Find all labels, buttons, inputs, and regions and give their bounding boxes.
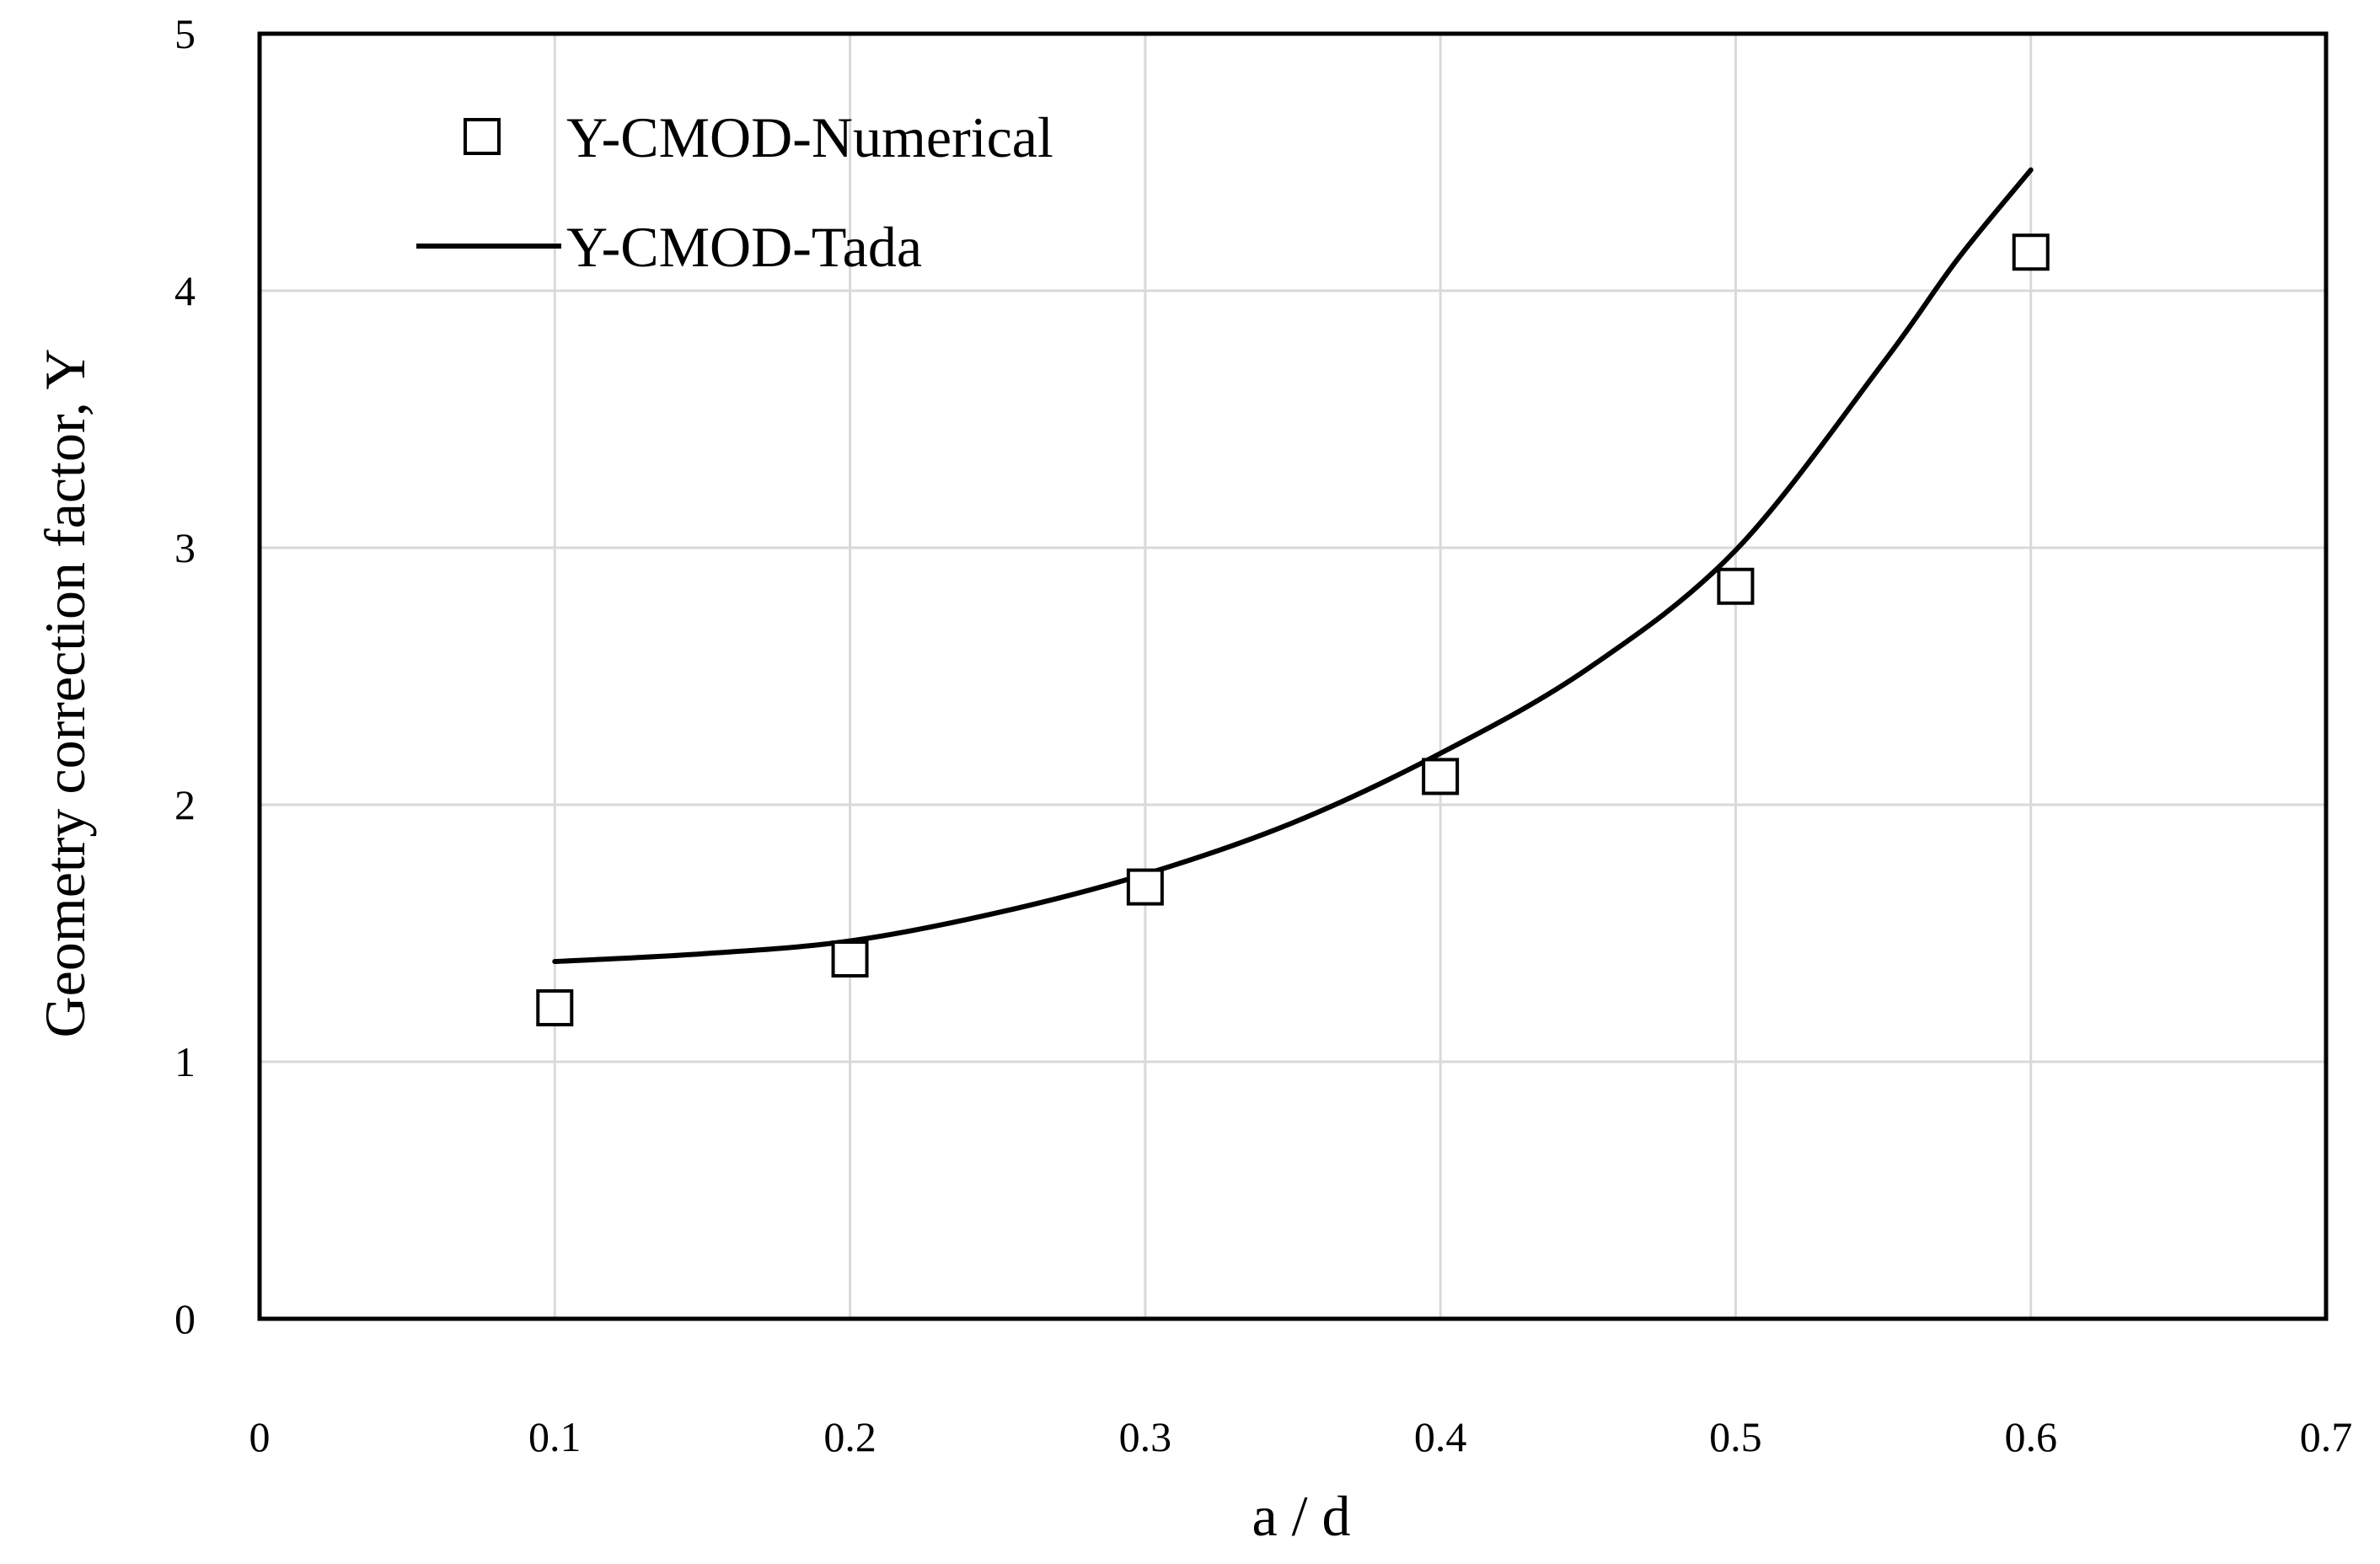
series-layer — [536, 167, 2050, 1026]
plot-frame — [257, 31, 2329, 1321]
data-point-y-cmod-numerical — [1422, 758, 1460, 795]
legend-label-numerical: Y-CMOD-Numerical — [566, 105, 1053, 169]
x-tick-label: 0.5 — [1709, 1413, 1762, 1460]
x-tick-label: 0 — [249, 1413, 271, 1460]
y-tick-label: 1 — [174, 1038, 196, 1085]
axis-titles: a / d Geometry correction factor, Y — [33, 349, 1351, 1548]
data-point-y-cmod-numerical — [831, 940, 869, 978]
y-tick-label: 0 — [174, 1295, 196, 1342]
x-tick-label: 0.7 — [2300, 1413, 2353, 1460]
x-tick-label: 0.2 — [823, 1413, 876, 1460]
x-tick-label: 0.6 — [2004, 1413, 2057, 1460]
y-tick-label: 5 — [174, 10, 196, 57]
grid — [260, 34, 2326, 1319]
x-tick-label: 0.1 — [528, 1413, 582, 1460]
x-axis-title: a / d — [1252, 1484, 1350, 1548]
x-tick-label: 0.3 — [1119, 1413, 1172, 1460]
data-point-y-cmod-numerical — [536, 988, 574, 1026]
legend-marker-numerical — [464, 118, 501, 155]
plot-border — [257, 31, 2329, 1321]
plot-area-background — [260, 34, 2326, 1319]
legend: Y-CMOD-Numerical Y-CMOD-Tada — [416, 105, 1053, 279]
y-tick-label: 4 — [174, 267, 196, 314]
legend-label-tada: Y-CMOD-Tada — [566, 215, 922, 279]
data-point-y-cmod-numerical — [2012, 233, 2050, 271]
y-tick-label: 3 — [174, 524, 196, 571]
y-tick-label: 2 — [174, 781, 196, 828]
x-tick-label: 0.4 — [1414, 1413, 1467, 1460]
y-axis-title: Geometry correction factor, Y — [33, 349, 97, 1038]
tick-labels: 0 0.1 0.2 0.3 0.4 0.5 0.6 0.7 0 1 2 3 4 5 — [174, 10, 2352, 1460]
data-point-y-cmod-numerical — [1126, 868, 1164, 906]
data-point-y-cmod-numerical — [1717, 567, 1755, 605]
